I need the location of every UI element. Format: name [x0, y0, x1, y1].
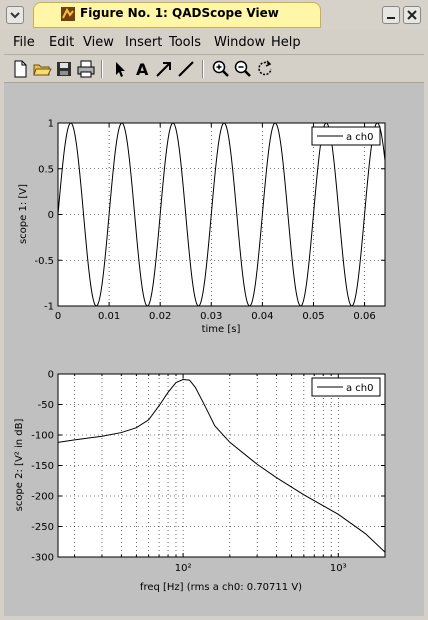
matlab-logo-icon — [61, 7, 75, 21]
legend: a ch0 — [311, 377, 381, 397]
legend-box — [311, 377, 381, 397]
chevron-down-icon — [10, 12, 20, 19]
scope-plots: 0 0.01 0.02 0.03 0.04 0.05 0.06 -1 -0.5 0 0.5 1 a c… — [14, 119, 386, 593]
x-tick-label: 0.05 — [302, 311, 324, 322]
toolbar-separator — [202, 60, 204, 78]
y-tick-label: -150 — [31, 461, 54, 472]
svg-text:A: A — [136, 60, 149, 79]
line-insert-icon — [178, 61, 194, 77]
insert-line-button[interactable] — [176, 59, 196, 79]
y-tick-label: -50 — [38, 400, 54, 411]
legend: a ch0 — [311, 126, 381, 146]
menu-insert[interactable]: Insert — [125, 35, 163, 50]
axis-ticks: 0 0.01 0.02 0.03 0.04 0.05 0.06 -1 -0.5 0 0.5 1 — [34, 119, 385, 322]
window-menu-button[interactable] — [6, 6, 24, 24]
insert-text-button[interactable]: A — [132, 59, 152, 79]
x-tick-label: 0.06 — [353, 311, 375, 322]
window-bottom-border — [0, 616, 428, 620]
legend-label: a ch0 — [346, 132, 374, 143]
zoom-in-button[interactable] — [211, 59, 231, 79]
x-tick-label: 0.02 — [149, 311, 171, 322]
figure-canvas: 0 0.01 0.02 0.03 0.04 0.05 0.06 -1 -0.5 0 0.5 1 a c… — [4, 83, 424, 616]
y-tick-label: -100 — [31, 431, 54, 442]
menu-file[interactable]: File — [13, 35, 35, 50]
zoom-in-icon — [212, 60, 229, 77]
y-tick-label: -1 — [44, 302, 54, 313]
menu-view[interactable]: View — [83, 35, 114, 50]
menu-window[interactable]: Window — [214, 35, 266, 50]
legend-box — [311, 126, 381, 146]
zoom-out-button[interactable] — [233, 59, 253, 79]
menu-help[interactable]: Help — [271, 35, 301, 50]
x-tick-label: 0.04 — [251, 311, 273, 322]
grid-lines — [58, 123, 385, 306]
scope-2-plot: 10² 10³ -300 -250 -200 -150 -100 -50 0 a ch0 fre… — [14, 370, 386, 593]
arrow-select-icon — [116, 62, 125, 77]
rotate-icon — [258, 60, 272, 76]
menu-bar: File Edit View Insert Tools Window Help — [4, 30, 424, 55]
save-button[interactable] — [54, 59, 74, 79]
legend-label: a ch0 — [346, 383, 374, 394]
series-line-a-ch0 — [57, 378, 386, 553]
x-tick-label: 0 — [55, 311, 61, 322]
close-icon — [407, 10, 417, 20]
toolbar-separator — [101, 60, 103, 78]
y-axis-label: scope 1: [V] — [18, 184, 29, 244]
axis-ticks: 10² 10³ -300 -250 -200 -150 -100 -50 0 — [31, 370, 385, 574]
menu-edit[interactable]: Edit — [49, 35, 75, 50]
y-tick-label: 0 — [48, 210, 54, 221]
open-button[interactable] — [32, 59, 52, 79]
arrow-insert-icon — [156, 62, 171, 77]
close-button[interactable] — [403, 6, 421, 24]
x-axis-label: time [s] — [202, 324, 241, 335]
y-tick-label: 0.5 — [38, 164, 54, 175]
x-tick-label: 10³ — [330, 563, 347, 574]
new-file-button[interactable] — [10, 59, 30, 79]
y-axis-label: scope 2: [V² in dB] — [14, 419, 25, 512]
y-tick-label: 1 — [48, 119, 54, 130]
open-folder-icon — [33, 64, 52, 76]
save-icon — [57, 62, 71, 76]
minimize-icon — [387, 17, 395, 19]
new-file-icon — [14, 60, 27, 78]
window-title: Figure No. 1: QADScope View — [80, 6, 279, 20]
menu-tools[interactable]: Tools — [169, 35, 202, 50]
plot-area — [57, 122, 386, 307]
y-tick-label: 0 — [48, 370, 54, 381]
x-axis-label: freq [Hz] (rms a ch0: 0.70711 V) — [140, 582, 302, 593]
insert-arrow-button[interactable] — [154, 59, 174, 79]
grid-lines — [58, 374, 385, 557]
rotate-button[interactable] — [255, 59, 275, 79]
title-bar: Figure No. 1: QADScope View — [0, 0, 428, 30]
plot-area — [57, 373, 386, 558]
toolbar: A — [4, 56, 424, 83]
zoom-out-icon — [234, 60, 251, 77]
print-button[interactable] — [76, 59, 96, 79]
print-icon — [77, 60, 95, 78]
scope-1-plot: 0 0.01 0.02 0.03 0.04 0.05 0.06 -1 -0.5 0 0.5 1 a c… — [18, 119, 386, 335]
minimize-button[interactable] — [382, 6, 400, 24]
select-arrow-button[interactable] — [110, 59, 130, 79]
y-tick-label: -250 — [31, 522, 54, 533]
title-tab — [33, 2, 321, 28]
y-tick-label: -200 — [31, 492, 54, 503]
x-tick-label: 0.01 — [98, 311, 120, 322]
text-insert-icon: A — [136, 60, 149, 79]
y-tick-label: -0.5 — [34, 256, 54, 267]
x-tick-label: 0.03 — [200, 311, 222, 322]
y-tick-label: -300 — [31, 553, 54, 564]
x-tick-label: 10² — [175, 563, 192, 574]
